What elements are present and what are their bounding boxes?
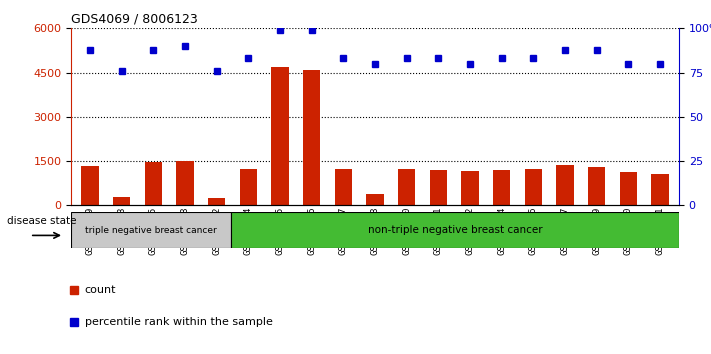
Text: GDS4069 / 8006123: GDS4069 / 8006123: [71, 13, 198, 26]
Text: disease state: disease state: [7, 216, 77, 226]
Bar: [366, 194, 384, 205]
Bar: [113, 197, 130, 205]
Bar: [651, 175, 669, 205]
Bar: [335, 169, 352, 205]
Bar: [272, 67, 289, 205]
Bar: [620, 172, 637, 205]
Bar: [81, 166, 99, 205]
Bar: [303, 70, 321, 205]
Text: count: count: [85, 285, 117, 296]
Text: triple negative breast cancer: triple negative breast cancer: [85, 225, 217, 235]
Bar: [461, 171, 479, 205]
Bar: [176, 161, 194, 205]
Text: percentile rank within the sample: percentile rank within the sample: [85, 317, 272, 327]
Bar: [398, 169, 415, 205]
Bar: [145, 162, 162, 205]
Text: non-triple negative breast cancer: non-triple negative breast cancer: [368, 225, 542, 235]
Bar: [231, 212, 679, 248]
Bar: [556, 165, 574, 205]
Bar: [525, 169, 542, 205]
Bar: [493, 170, 510, 205]
Bar: [429, 170, 447, 205]
Bar: [588, 167, 605, 205]
Bar: [71, 212, 231, 248]
Bar: [208, 198, 225, 205]
Bar: [240, 169, 257, 205]
